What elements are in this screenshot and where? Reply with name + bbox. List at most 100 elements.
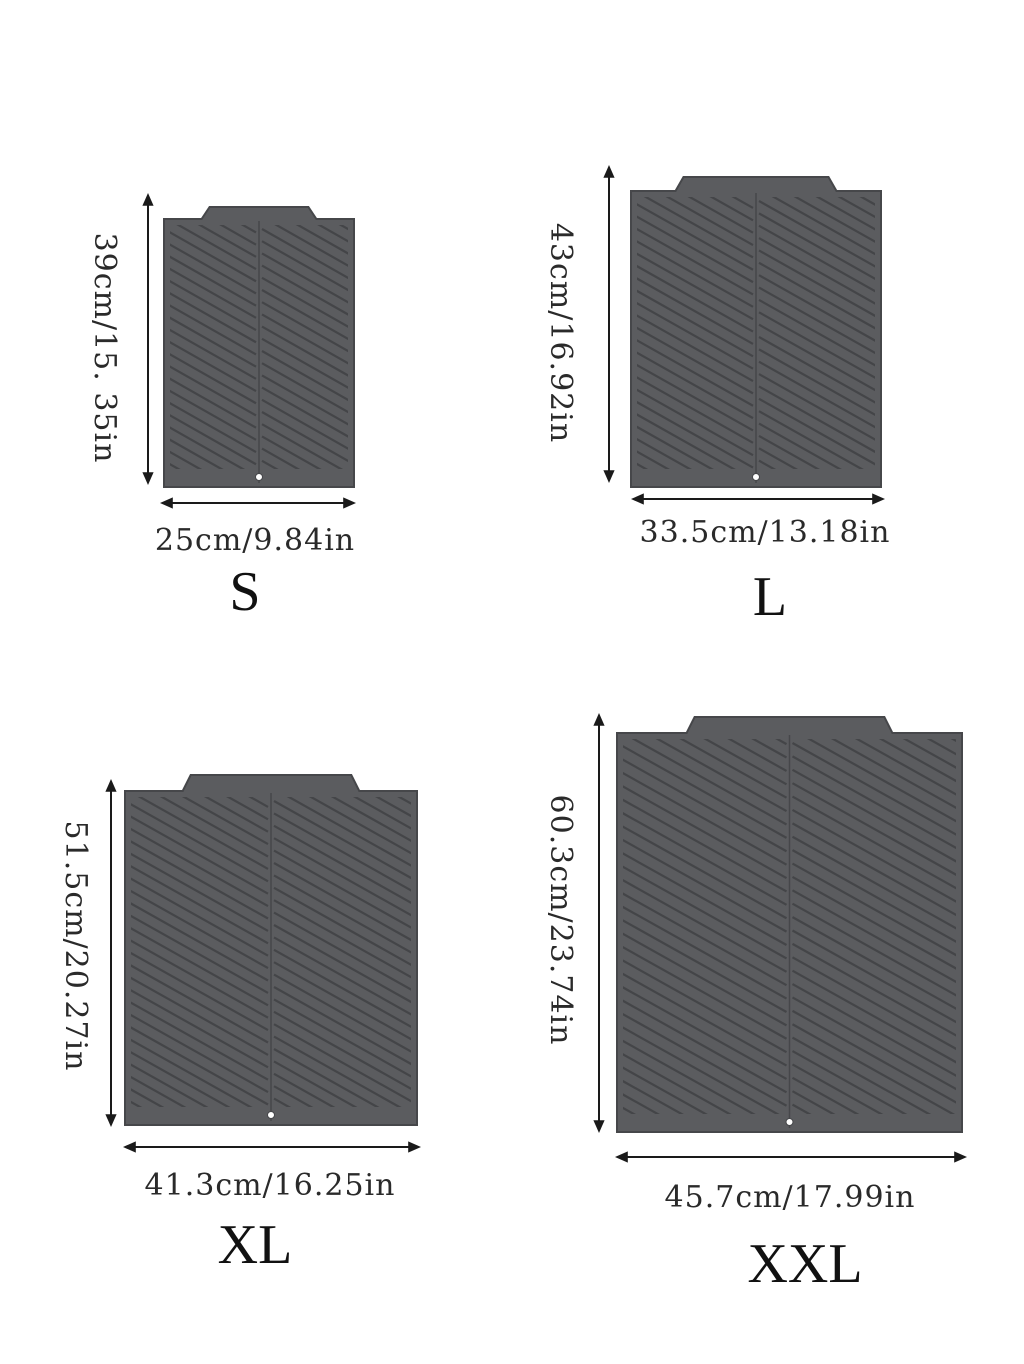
rib-right	[273, 948, 411, 1028]
rib-left	[623, 838, 788, 933]
rib-right	[793, 197, 875, 243]
rib-right	[791, 768, 956, 863]
rib-right	[261, 386, 348, 438]
rib-left	[131, 964, 269, 1044]
mat-xl-height-label: 51.5cm/20.27in	[58, 820, 93, 1072]
rib-right	[273, 1035, 402, 1107]
rib-right	[791, 889, 956, 984]
rib-left	[637, 227, 754, 296]
mat-xl-illustration	[105, 774, 421, 1153]
height-arrow-head-bottom	[603, 470, 615, 483]
rib-left	[164, 185, 256, 196]
rib-left	[131, 852, 269, 932]
rib-right	[261, 276, 348, 328]
rib-left	[637, 339, 754, 407]
drain-hole	[785, 1118, 794, 1126]
rib-right	[758, 360, 875, 429]
width-arrow-head-left	[631, 493, 644, 505]
rib-left	[631, 155, 753, 171]
rib-right	[262, 185, 354, 196]
rib-left	[170, 377, 257, 429]
mat-s-height-label: 39cm/15. 35in	[87, 232, 122, 464]
rib-right	[791, 929, 956, 1024]
rib-right	[878, 739, 956, 783]
rib-left	[131, 827, 269, 908]
rib-right	[759, 485, 881, 515]
rib-right	[330, 797, 411, 842]
rib-right	[261, 435, 322, 469]
rib-left	[623, 892, 788, 987]
rib-right	[791, 969, 956, 1064]
mat-l-size-label: L	[752, 566, 788, 628]
rib-right	[758, 249, 875, 318]
rib-left	[131, 877, 269, 957]
rib-left	[131, 939, 269, 1019]
rib-left	[170, 450, 203, 469]
height-arrow-head-bottom	[105, 1114, 117, 1127]
rib-right	[791, 1076, 860, 1114]
rib-left	[623, 999, 788, 1094]
rib-left	[164, 185, 256, 208]
rib-right	[837, 197, 875, 219]
mat-s-width-label: 25cm/9.84in	[154, 523, 356, 558]
rib-right	[758, 397, 875, 466]
rib-left	[170, 401, 257, 454]
rib-right	[758, 373, 875, 441]
mat-l-illustration	[603, 155, 885, 515]
rib-right	[295, 225, 348, 255]
rib-left	[623, 812, 788, 906]
rib-left	[623, 1039, 756, 1114]
rib-left	[181, 797, 269, 846]
rib-left	[623, 1079, 684, 1114]
rib-left	[131, 989, 269, 1069]
rib-left	[623, 972, 788, 1067]
rib-right	[273, 837, 411, 917]
rib-right	[261, 240, 348, 292]
rib-left	[751, 739, 788, 759]
rib-left	[131, 840, 269, 920]
rib-right	[926, 739, 956, 756]
rib-right	[793, 1131, 963, 1175]
rib-right	[273, 849, 411, 929]
rib-left	[623, 745, 788, 839]
rib-left	[131, 1013, 269, 1094]
rib-left	[623, 825, 788, 920]
rib-left	[170, 328, 257, 380]
rib-left	[131, 1075, 187, 1107]
rib-left	[637, 203, 754, 271]
rib-left	[637, 215, 754, 284]
rib-left	[131, 1051, 231, 1107]
rib-left	[131, 803, 269, 883]
rib-left	[623, 758, 788, 853]
rib-left	[623, 1026, 780, 1114]
rib-left	[203, 797, 269, 833]
rib-right	[273, 874, 411, 954]
rib-right	[807, 739, 956, 823]
rib-right	[273, 1072, 336, 1107]
rib-right	[791, 942, 956, 1037]
rib-left	[623, 905, 788, 1000]
rib-right	[791, 916, 956, 1010]
rib-right	[261, 313, 348, 365]
rib-left	[131, 902, 269, 982]
rib-left	[170, 279, 257, 332]
rib-right	[830, 739, 956, 809]
drain-hole	[255, 473, 263, 481]
rib-left	[219, 225, 257, 246]
rib-left	[623, 798, 788, 893]
rib-left	[703, 739, 788, 786]
rib-left	[170, 365, 257, 417]
rib-right	[758, 422, 842, 469]
rib-right	[273, 1010, 411, 1090]
rib-right	[758, 348, 875, 416]
rib-right	[261, 447, 301, 469]
rib-left	[137, 797, 269, 870]
rib-right	[791, 956, 956, 1051]
rib-right	[791, 1023, 956, 1114]
rib-left	[197, 225, 257, 258]
rib-right	[758, 323, 875, 392]
rib-left	[170, 316, 257, 368]
rib-left	[637, 388, 754, 457]
rib-right	[261, 301, 348, 353]
rib-right	[791, 1009, 956, 1104]
